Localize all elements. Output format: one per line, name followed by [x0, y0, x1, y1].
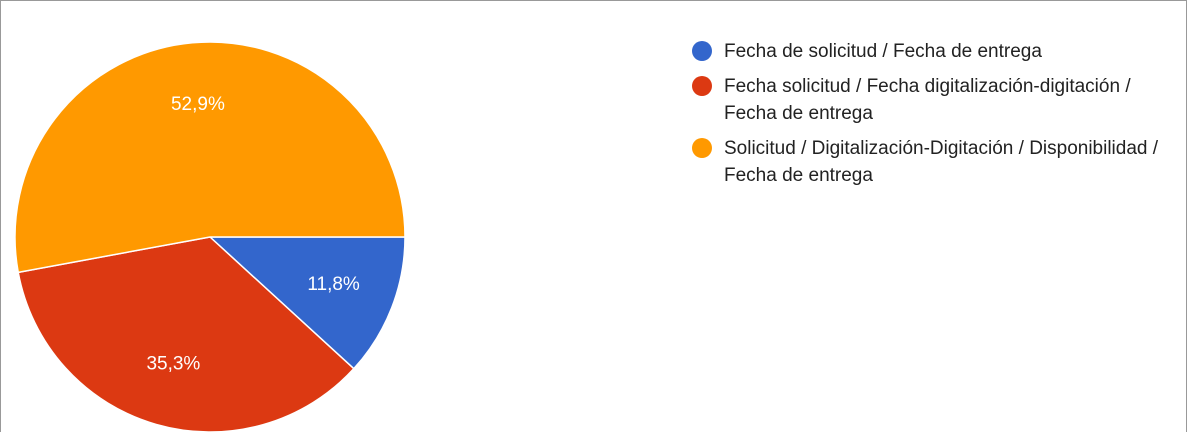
legend-label: Fecha solicitud / Fecha digitalización-d…	[724, 76, 1131, 124]
legend: Fecha de solicitud / Fecha de entrega Fec…	[692, 38, 1162, 197]
legend-label: Solicitud / Digitalización-Digitación / …	[724, 138, 1159, 186]
legend-entry: Fecha solicitud / Fecha digitalización-d…	[692, 73, 1162, 127]
legend-entry: Fecha de solicitud / Fecha de entrega	[692, 38, 1162, 65]
pie-slice	[17, 236, 355, 432]
legend-marker	[692, 76, 712, 96]
pie-slice	[14, 41, 406, 274]
data-label: 52,9%	[171, 94, 225, 115]
legend-marker	[692, 41, 712, 61]
data-label: 11,8%	[307, 274, 360, 295]
legend-label: Fecha de solicitud / Fecha de entrega	[724, 41, 1042, 62]
pie-slice	[208, 236, 406, 370]
legend-marker	[692, 138, 712, 158]
data-label: 35,3%	[146, 353, 200, 374]
legend-entry: Solicitud / Digitalización-Digitación / …	[692, 135, 1162, 189]
